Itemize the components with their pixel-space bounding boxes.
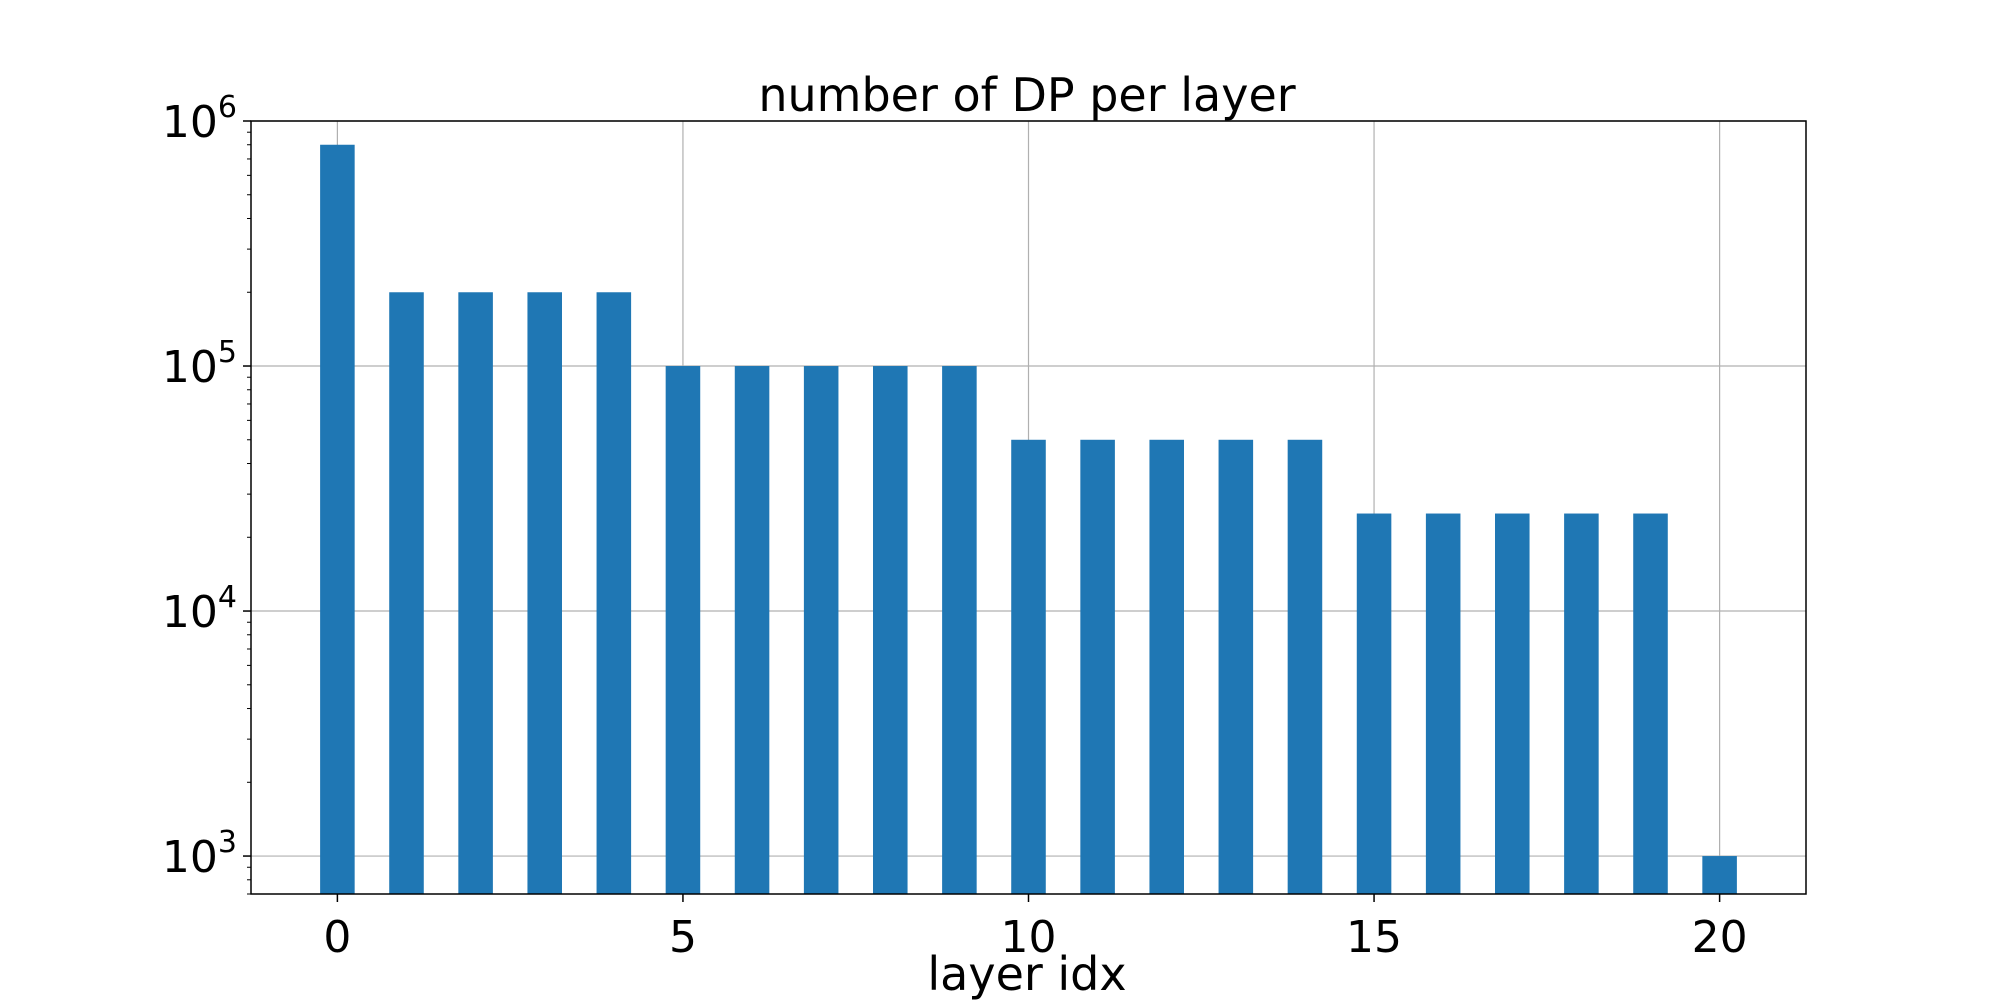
- axis-ticks: 0 5 10 15 20 103 104 105 106: [162, 90, 1748, 963]
- bar: [1011, 439, 1046, 894]
- bar: [1356, 513, 1392, 894]
- bars: [320, 144, 1737, 895]
- bar: [1633, 513, 1668, 894]
- bar: [320, 144, 355, 895]
- bar: [1149, 439, 1184, 894]
- bar: [873, 366, 908, 895]
- x-axis-label: layer idx: [927, 947, 1126, 1000]
- bar: [1495, 513, 1530, 894]
- x-tick-label: 10: [1001, 912, 1057, 963]
- bar: [942, 366, 977, 895]
- y-tick-label: 106: [162, 90, 237, 148]
- bar: [458, 292, 493, 894]
- bar: [1425, 513, 1461, 894]
- bar: [665, 366, 701, 895]
- bar: [389, 292, 424, 894]
- bar: [1287, 439, 1323, 894]
- x-tick-label: 5: [669, 912, 697, 963]
- bar: [596, 292, 632, 894]
- x-tick-label: 0: [323, 912, 351, 963]
- y-tick-label: 103: [162, 825, 237, 883]
- bar: [1564, 513, 1599, 894]
- bar: [803, 366, 839, 895]
- x-tick-label: 20: [1692, 912, 1748, 963]
- bar: [1702, 856, 1737, 894]
- chart-title: number of DP per layer: [758, 68, 1295, 122]
- bar: [1218, 439, 1254, 894]
- bar: [734, 366, 770, 895]
- y-tick-label: 105: [162, 335, 237, 393]
- y-tick-label: 104: [162, 580, 237, 638]
- bar: [1080, 439, 1115, 894]
- bar: [527, 292, 562, 894]
- x-tick-label: 15: [1346, 912, 1402, 963]
